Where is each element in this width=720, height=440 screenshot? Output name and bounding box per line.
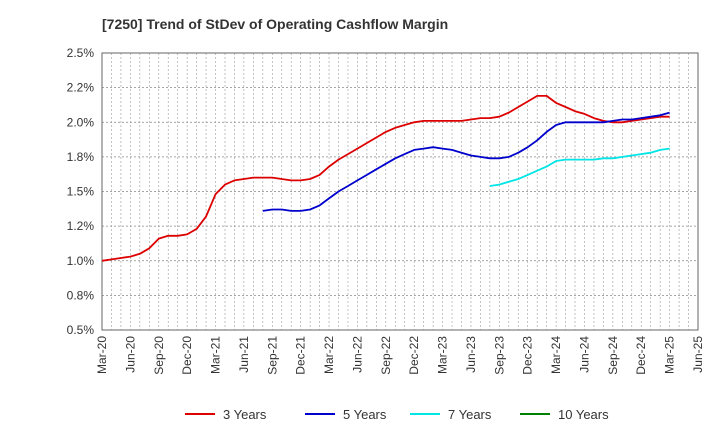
legend-label-10-years: 10 Years (558, 407, 609, 422)
x-tick-label: Mar-25 (663, 336, 677, 374)
y-tick-label: 1.0% (67, 254, 95, 268)
x-tick-label: Dec-23 (521, 336, 535, 375)
y-tick-label: 2.2% (67, 81, 95, 95)
legend: 3 Years 5 Years 7 Years 10 Years (185, 407, 609, 422)
x-axis-tick-labels: Mar-20 Jun-20 Sep-20 Dec-20 Mar-21 Jun-21 Sep-… (95, 336, 705, 375)
x-tick-label: Mar-22 (322, 336, 336, 374)
x-tick-label: Jun-20 (123, 336, 137, 373)
chart-title: [7250] Trend of StDev of Operating Cashf… (102, 16, 449, 32)
y-tick-label: 0.8% (67, 288, 95, 302)
plot-area-frame (101, 52, 699, 331)
y-tick-label: 1.2% (67, 219, 95, 233)
series-line-5-years (262, 111, 670, 212)
x-tick-label: Sep-21 (265, 336, 279, 375)
y-axis-tick-labels: 0.5% 0.8% 1.0% 1.2% 1.5% 1.8% 2.0% 2.2% 2.5% (67, 46, 95, 337)
x-tick-label: Dec-22 (407, 336, 421, 375)
x-tick-label: Mar-23 (436, 336, 450, 374)
series-line-3-years (101, 95, 670, 262)
series-line-7-years (489, 147, 670, 187)
legend-label-3-years: 3 Years (223, 407, 267, 422)
x-tick-label: Sep-22 (379, 336, 393, 375)
x-tick-label: Jun-24 (577, 336, 591, 373)
y-tick-label: 2.0% (67, 115, 95, 129)
x-tick-label: Sep-23 (492, 336, 506, 375)
x-tick-label: Dec-20 (180, 336, 194, 375)
grid (101, 52, 699, 331)
x-tick-label: Jun-25 (691, 336, 705, 373)
x-tick-label: Jun-22 (350, 336, 364, 373)
y-tick-label: 2.5% (67, 46, 95, 60)
legend-label-7-years: 7 Years (448, 407, 492, 422)
y-tick-label: 0.5% (67, 323, 95, 337)
x-tick-label: Sep-24 (606, 336, 620, 375)
x-tick-label: Mar-20 (95, 336, 109, 374)
x-tick-label: Dec-24 (634, 336, 648, 375)
x-tick-label: Dec-21 (294, 336, 308, 375)
y-tick-label: 1.5% (67, 185, 95, 199)
y-tick-label: 1.8% (67, 150, 95, 164)
series-lines (101, 95, 670, 262)
x-tick-label: Mar-21 (209, 336, 223, 374)
x-tick-label: Mar-24 (549, 336, 563, 374)
x-tick-label: Jun-21 (237, 336, 251, 373)
x-tick-label: Sep-20 (152, 336, 166, 375)
legend-label-5-years: 5 Years (343, 407, 387, 422)
x-tick-label: Jun-23 (464, 336, 478, 373)
